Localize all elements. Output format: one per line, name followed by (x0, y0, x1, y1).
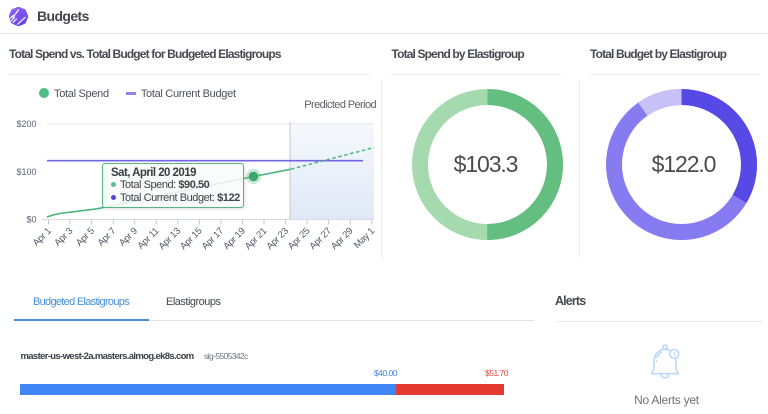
svg-text:Apr 21: Apr 21 (243, 226, 269, 252)
svg-text:Apr 11: Apr 11 (136, 226, 162, 252)
svg-text:Apr 25: Apr 25 (286, 226, 312, 252)
svg-text:Apr 23: Apr 23 (264, 226, 290, 252)
svg-text:May 1: May 1 (352, 226, 377, 251)
svg-text:1: 1 (672, 351, 676, 358)
svg-text:Apr 17: Apr 17 (200, 226, 226, 252)
svg-text:Apr 13: Apr 13 (157, 226, 183, 252)
svg-text:Apr 29: Apr 29 (329, 226, 355, 252)
svg-text:Apr 19: Apr 19 (221, 226, 247, 252)
svg-text:$100: $100 (16, 167, 36, 177)
svg-text:Apr 15: Apr 15 (178, 226, 204, 252)
svg-text:$0: $0 (26, 215, 36, 225)
svg-text:$200: $200 (16, 119, 36, 129)
svg-text:Apr 3: Apr 3 (52, 226, 75, 249)
svg-text:Apr 1: Apr 1 (31, 226, 54, 249)
svg-text:Apr 27: Apr 27 (308, 226, 334, 252)
svg-text:Apr 7: Apr 7 (96, 226, 119, 249)
svg-text:Apr 5: Apr 5 (74, 226, 97, 249)
